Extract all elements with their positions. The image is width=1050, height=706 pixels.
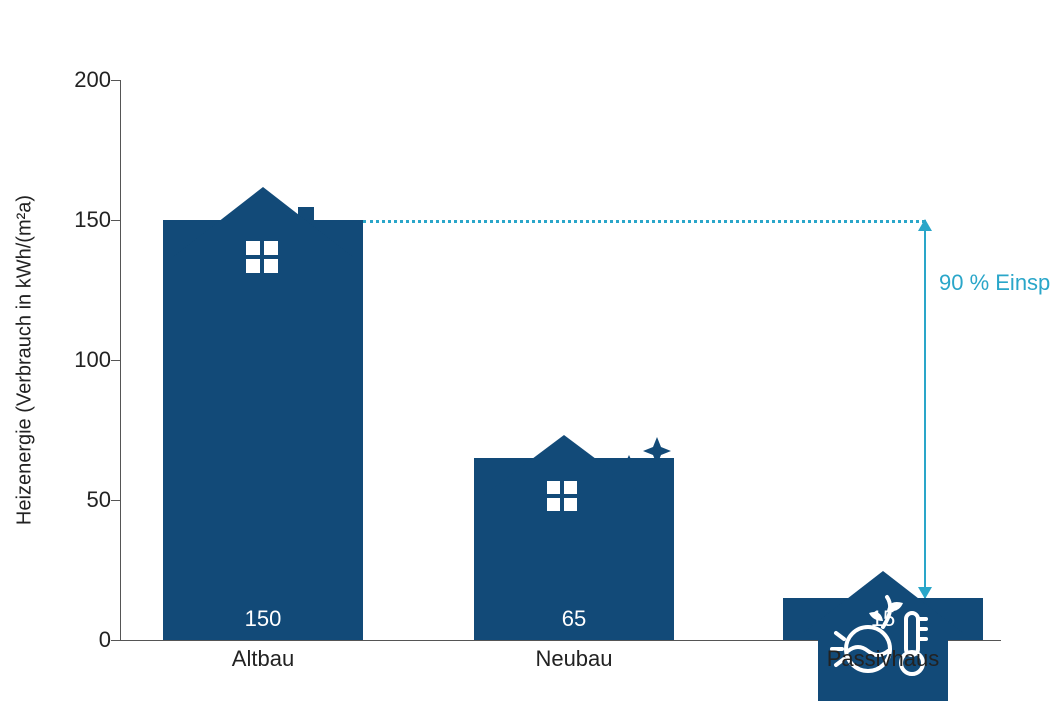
bar-value: 150	[163, 606, 363, 632]
y-axis-label: Heizenergie (Verbrauch in kWh/(m²a)	[14, 195, 37, 525]
arrow-shaft	[924, 220, 926, 598]
savings-label: 90 % Einsparung	[939, 270, 1050, 296]
x-category-label: Neubau	[474, 646, 674, 672]
heating-energy-bar-chart: Heizenergie (Verbrauch in kWh/(m²a) 200 …	[0, 0, 1050, 700]
ytick-label: 50	[61, 487, 111, 513]
x-category-label: Passivhaus	[783, 646, 983, 672]
house-passivhaus-icon	[788, 571, 978, 706]
bar-altbau: 150	[163, 220, 363, 640]
reference-line	[363, 220, 925, 223]
arrow-head-up-icon	[918, 219, 932, 231]
x-category-label: Altbau	[163, 646, 363, 672]
bar-neubau: 65	[474, 458, 674, 640]
ytick	[111, 500, 121, 501]
ytick	[111, 220, 121, 221]
bar-passivhaus: 15	[783, 598, 983, 640]
house-altbau-icon	[168, 187, 358, 332]
ytick	[111, 640, 121, 641]
bar-value: 15	[783, 606, 983, 632]
ytick	[111, 80, 121, 81]
ytick-label: 100	[61, 347, 111, 373]
ytick	[111, 360, 121, 361]
bar-value: 65	[474, 606, 674, 632]
ytick-label: 200	[61, 67, 111, 93]
ytick-label: 150	[61, 207, 111, 233]
house-neubau-icon	[469, 425, 679, 570]
ytick-label: 0	[61, 627, 111, 653]
plot-area: 200 150 100 50 0 90 % Einsparung	[120, 80, 1001, 641]
